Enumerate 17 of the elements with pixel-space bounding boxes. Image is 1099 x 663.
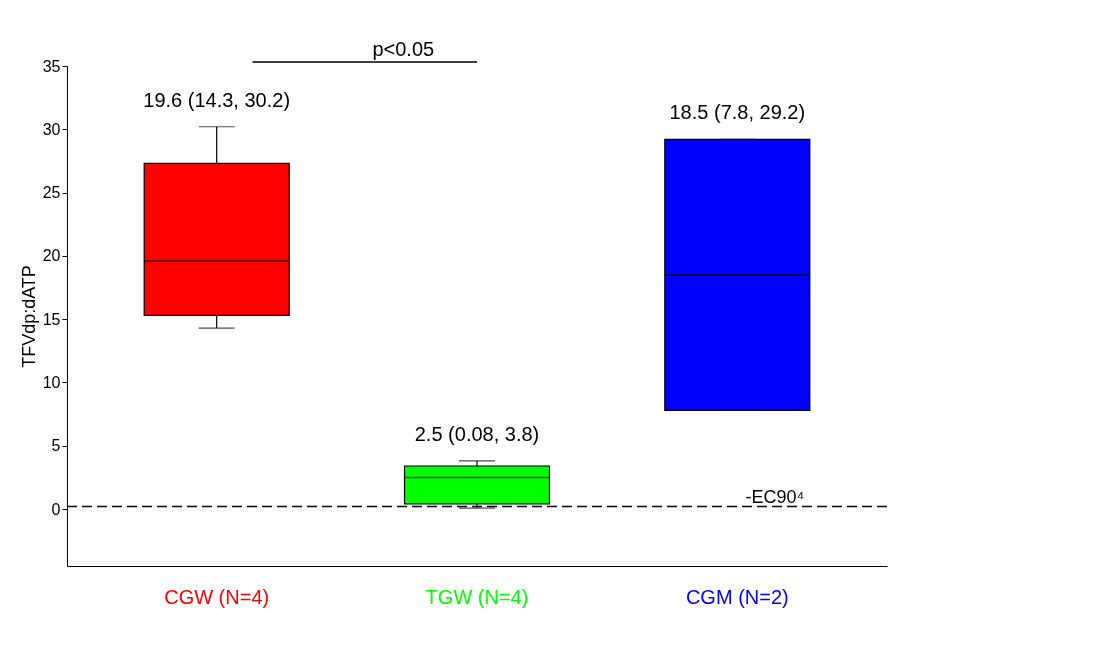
- text: p<0.05: [372, 38, 435, 60]
- y-tick-label: 0: [51, 500, 61, 518]
- x-tick-label: CGM (N=2): [685, 586, 789, 608]
- y-tick-label: 25: [42, 184, 61, 202]
- annotation: 19.6 (14.3, 30.2): [143, 88, 291, 111]
- y-tick-label: 10: [42, 373, 61, 391]
- x-tick-label: TGW (N=4): [425, 586, 529, 608]
- y-tick-label: 5: [51, 437, 61, 455]
- y-tick-label: 15: [42, 310, 61, 328]
- ref-line-label: -EC90⁴: [745, 486, 805, 507]
- annotation: 2.5 (0.08, 3.8): [414, 422, 540, 445]
- y-tick-label: 20: [42, 247, 61, 265]
- x-tick-label: CGW (N=4): [164, 586, 270, 608]
- y-axis-title: TFVdp:dATP: [18, 265, 39, 368]
- annotation: 18.5 (7.8, 29.2): [669, 101, 806, 124]
- y-tick-label: 35: [42, 57, 61, 75]
- y-tick-label: 30: [42, 120, 61, 138]
